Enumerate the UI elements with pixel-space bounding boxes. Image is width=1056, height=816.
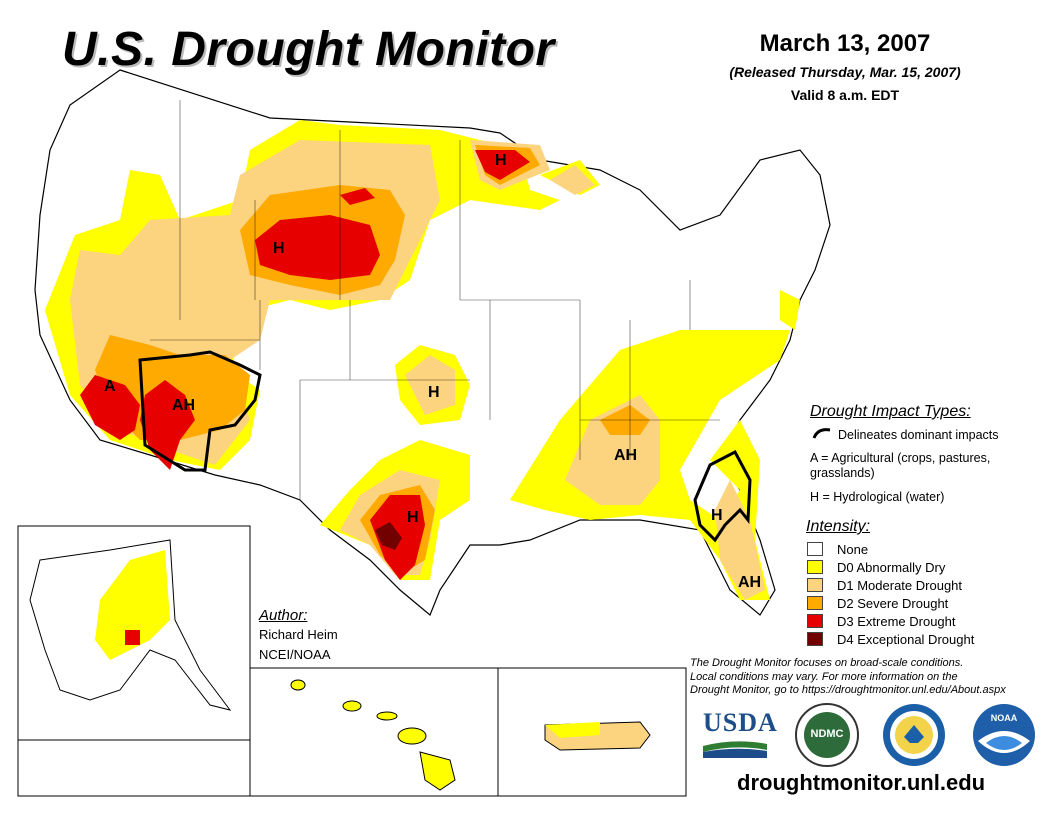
- agricultural-impact-text: A = Agricultural (crops, pastures, grass…: [810, 451, 991, 480]
- release-date: (Released Thursday, Mar. 15, 2007): [729, 64, 961, 80]
- label-florida: AH: [738, 574, 761, 591]
- ndmc-logo: NDMC: [795, 703, 859, 767]
- noaa-logo: NOAA: [972, 703, 1036, 767]
- legend-item: D0 Abnormally Dry: [807, 558, 974, 576]
- d4-area: [375, 522, 402, 550]
- label-california: A: [104, 378, 116, 395]
- hydrological-impact-text: H = Hydrological (water): [810, 490, 945, 504]
- legend-label: None: [837, 541, 869, 557]
- impact-boundaries: [138, 350, 752, 543]
- legend-item: D1 Moderate Drought: [807, 576, 974, 594]
- page-title: U.S. Drought Monitor: [62, 23, 555, 76]
- legend-swatch: [807, 632, 823, 646]
- label-kansas: H: [428, 384, 440, 401]
- legend-swatch: [807, 614, 823, 628]
- label-arizona: AH: [172, 397, 195, 414]
- label-wyoming: H: [273, 240, 285, 257]
- usda-logo: USDA: [703, 708, 778, 758]
- delineates-text: Delineates dominant impacts: [838, 428, 999, 442]
- label-georgia: H: [711, 507, 723, 524]
- legend-swatch: [807, 542, 823, 556]
- legend-label: D3 Extreme Drought: [837, 613, 956, 629]
- legend-item: None: [807, 540, 974, 558]
- delineation-line-icon: [812, 428, 831, 439]
- map-date: March 13, 2007: [759, 30, 931, 57]
- note-line: The Drought Monitor focuses on broad-sca…: [690, 657, 964, 669]
- author-name: Richard Heim: [259, 627, 338, 642]
- legend-label: D1 Moderate Drought: [837, 577, 963, 593]
- legend-item: D4 Exceptional Drought: [807, 630, 974, 648]
- legend-label: D4 Exceptional Drought: [837, 631, 975, 647]
- valid-time: Valid 8 a.m. EDT: [790, 87, 900, 103]
- label-alabama: AH: [614, 447, 637, 464]
- disclaimer-note: The Drought Monitor focuses on broad-sca…: [690, 657, 1040, 698]
- noaa-logo-text: NOAA: [990, 713, 1018, 723]
- ndmc-seal-icon: [795, 703, 859, 767]
- label-minnesota: H: [495, 152, 507, 169]
- impact-types-title: Drought Impact Types:: [810, 403, 971, 420]
- legend-swatch: [807, 578, 823, 592]
- state-lines: [150, 100, 720, 500]
- note-line: Drought Monitor, go to https://droughtmo…: [690, 684, 1006, 696]
- usda-wave-icon: [703, 741, 767, 758]
- legend-label: D2 Severe Drought: [837, 595, 949, 611]
- site-url[interactable]: droughtmonitor.unl.edu: [737, 770, 986, 795]
- legend-item: D3 Extreme Drought: [807, 612, 974, 630]
- legend-item: D2 Severe Drought: [807, 594, 974, 612]
- noaa-bird-icon: [973, 704, 1035, 766]
- ndmc-logo-text: NDMC: [810, 728, 844, 740]
- usda-logo-text: USDA: [703, 708, 778, 737]
- commerce-seal-icon: [883, 704, 945, 766]
- label-texas: H: [407, 509, 419, 526]
- commerce-seal: [882, 703, 946, 767]
- hawaii-inset: [249, 667, 499, 797]
- alaska-inset: [17, 525, 251, 797]
- intensity-title: Intensity:: [806, 518, 871, 535]
- author-title: Author:: [259, 607, 308, 624]
- intensity-legend: None D0 Abnormally Dry D1 Moderate Droug…: [807, 540, 974, 648]
- puerto-rico-inset: [497, 667, 687, 797]
- legend-label: D0 Abnormally Dry: [837, 559, 946, 575]
- legend-swatch: [807, 596, 823, 610]
- note-line: Local conditions may vary. For more info…: [690, 670, 958, 683]
- legend-swatch: [807, 560, 823, 574]
- author-org: NCEI/NOAA: [259, 647, 331, 662]
